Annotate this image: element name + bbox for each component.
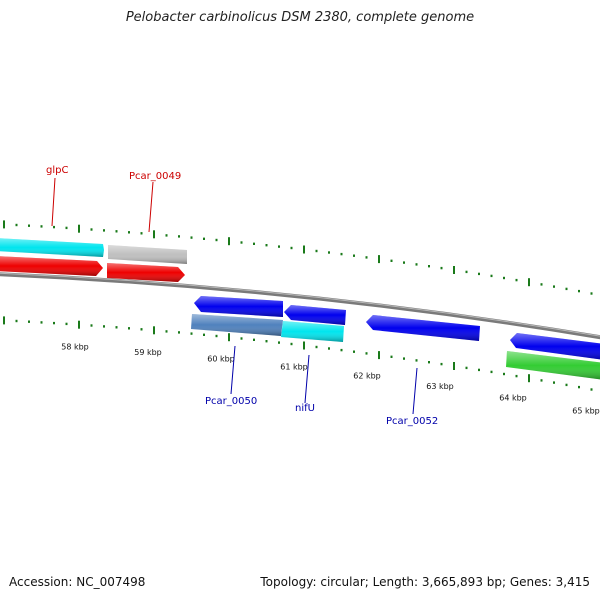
genome-backbone-highlight	[0, 272, 600, 337]
gene-nifU[interactable]	[281, 321, 344, 342]
Pcar_0049-leader	[148, 181, 154, 233]
gene-Pcar_0052[interactable]	[366, 315, 480, 341]
gene-green[interactable]	[506, 351, 600, 380]
scale-label: 60 kbp	[207, 354, 235, 363]
scale-labels: 58 kbp 59 kbp 60 kbp 61 kbp 62 kbp 63 kbp 64 k…	[61, 342, 600, 415]
gene-label-Pcar_0049[interactable]: Pcar_0049	[129, 171, 181, 182]
gene-Pcar_0050[interactable]	[191, 314, 283, 336]
gene-label-glpC[interactable]: glpC	[46, 165, 68, 176]
scale-label: 58 kbp	[61, 342, 89, 351]
gene-red-1[interactable]	[0, 256, 103, 276]
Pcar_0052-leader	[412, 367, 418, 415]
map-title: Pelobacter carbinolicus DSM 2380, comple…	[125, 10, 475, 25]
scale-label: 62 kbp	[353, 371, 381, 380]
scale-label: 63 kbp	[426, 382, 454, 391]
glpC-leader	[51, 177, 56, 227]
gene-Pcar_0049[interactable]	[108, 245, 187, 264]
gene-glpC[interactable]	[0, 238, 104, 257]
accession-text: Accession: NC_007498	[9, 575, 146, 589]
gene-blue-1[interactable]	[194, 296, 283, 317]
gene-blue-2[interactable]	[284, 305, 346, 325]
scale-label: 59 kbp	[134, 348, 162, 357]
gene-blue-4[interactable]	[510, 333, 600, 360]
scale-label: 65 kbp	[572, 406, 600, 415]
gene-red-2[interactable]	[107, 263, 185, 282]
upper-tick-row	[3, 220, 593, 295]
scale-label: 61 kbp	[280, 362, 308, 371]
genome-summary: Topology: circular; Length: 3,665,893 bp…	[260, 575, 590, 589]
gene-label-Pcar_0050[interactable]: Pcar_0050	[205, 396, 257, 407]
lower-tick-row	[3, 316, 593, 391]
genome-backbone	[0, 272, 600, 340]
scale-label: 64 kbp	[499, 394, 527, 403]
gene-label-Pcar_0052[interactable]: Pcar_0052	[386, 416, 438, 427]
Pcar_0050-leader	[230, 345, 236, 395]
gene-label-nifU[interactable]: nifU	[295, 403, 315, 414]
nifU-leader	[304, 354, 310, 404]
